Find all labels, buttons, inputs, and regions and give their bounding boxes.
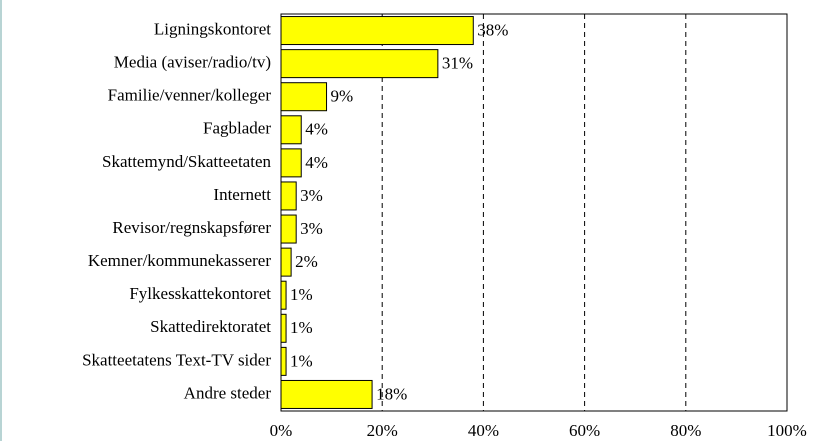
value-label: 18% [376,384,407,403]
bar [280,82,328,112]
y-tick-label: Fagblader [203,119,271,138]
bar [280,49,439,79]
y-tick-label: Fylkesskattekontoret [129,284,271,303]
bar [280,181,297,211]
value-label: 2% [295,252,318,271]
y-tick-label: Revisor/regnskapsfører [112,218,271,237]
bar [280,214,297,244]
y-tick-label: Media (aviser/radio/tv) [114,53,271,72]
bar [280,379,373,409]
x-tick-label: 40% [468,421,499,440]
bar [280,313,287,343]
y-tick-label: Familie/venner/kolleger [108,86,272,105]
y-tick-label: Andre steder [184,383,272,402]
value-label: 1% [290,285,313,304]
value-label: 38% [477,20,508,39]
bar [280,148,302,178]
bar [280,16,474,46]
y-tick-label: Internett [213,185,271,204]
y-tick-label: Skatteetatens Text-TV sider [82,350,271,369]
value-label: 31% [442,54,473,73]
value-label: 4% [305,153,328,172]
plot-frame [280,13,788,412]
value-label: 4% [305,120,328,139]
y-tick-label: Skattedirektoratet [150,317,271,336]
y-tick-label: Ligningskontoret [154,19,271,38]
value-label: 3% [300,219,323,238]
y-tick-label: Kemner/kommunekasserer [88,251,271,270]
bar [280,346,287,376]
value-label: 1% [290,351,313,370]
x-tick-label: 60% [569,421,600,440]
value-label: 9% [331,87,354,106]
bar [280,115,302,145]
bar [280,247,292,277]
x-tick-label: 20% [367,421,398,440]
x-tick-label: 0% [270,421,293,440]
value-label: 3% [300,186,323,205]
bar [280,280,287,310]
x-tick-label: 100% [767,421,807,440]
x-tick-label: 80% [670,421,701,440]
value-label: 1% [290,318,313,337]
y-tick-label: Skattemynd/Skatteetaten [102,152,272,171]
